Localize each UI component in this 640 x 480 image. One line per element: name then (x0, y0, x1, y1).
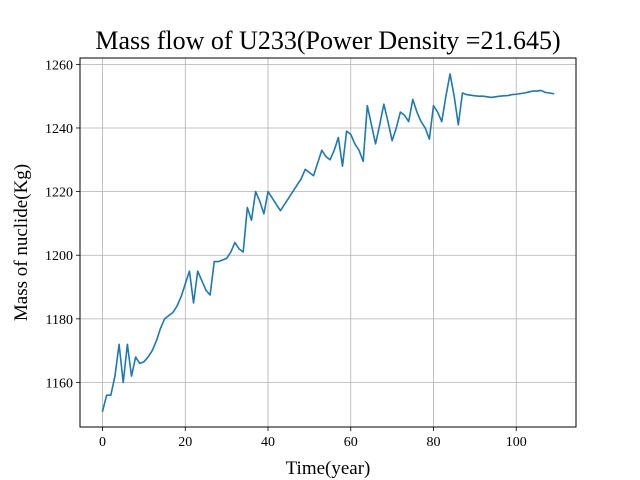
y-tick-label: 1240 (45, 122, 73, 137)
y-tick-label: 1160 (46, 376, 73, 391)
y-axis-label: Mass of nuclide(Kg) (11, 164, 32, 321)
y-axis-ticks: 1160 1180 1200 1220 1240 1260 (45, 58, 80, 391)
y-tick-label: 1180 (46, 313, 73, 328)
series-group (101, 73, 555, 413)
series-line-0 (101, 73, 555, 413)
grid-lines (80, 58, 576, 427)
x-tick-label: 20 (178, 435, 192, 450)
x-axis-label: Time(year) (286, 458, 371, 479)
x-axis-ticks: 0 20 40 60 80 100 (99, 427, 527, 450)
x-tick-label: 0 (99, 435, 106, 450)
plot-frame (79, 57, 577, 428)
x-tick-label: 80 (426, 435, 440, 450)
chart-title: Mass flow of U233(Power Density =21.645) (95, 26, 560, 55)
x-tick-label: 60 (344, 435, 358, 450)
y-tick-label: 1200 (45, 249, 73, 264)
x-tick-label: 100 (506, 435, 527, 450)
x-tick-label: 40 (261, 435, 275, 450)
y-tick-label: 1260 (45, 58, 73, 73)
y-tick-label: 1220 (45, 186, 73, 201)
